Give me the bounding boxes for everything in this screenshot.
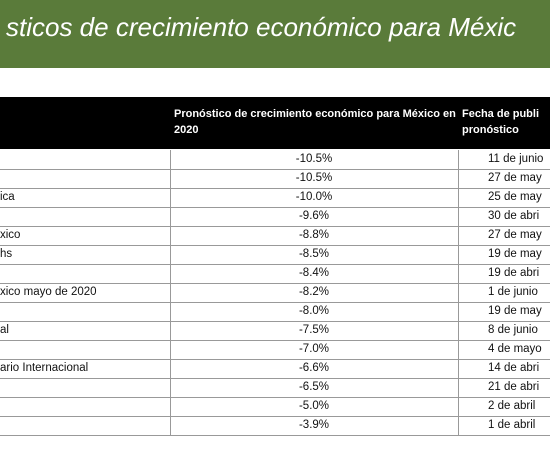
row-divider <box>0 188 550 189</box>
forecast-value: -6.6% <box>298 362 330 374</box>
row-divider <box>0 169 550 170</box>
row-divider <box>0 264 550 265</box>
row-divider <box>0 245 550 246</box>
publication-date: 30 de abri <box>488 210 540 222</box>
forecast-value: -10.0% <box>295 191 333 203</box>
publication-date: 27 de may <box>488 229 542 241</box>
publication-date: 19 de may <box>488 248 542 260</box>
column-header: pronóstico <box>462 124 519 136</box>
row-divider <box>0 283 550 284</box>
row-label: al <box>0 324 9 336</box>
row-divider <box>0 340 550 341</box>
publication-date: 1 de abril <box>488 419 536 431</box>
row-label: ario Internacional <box>0 362 89 374</box>
forecast-value: -9.6% <box>298 210 330 222</box>
row-divider <box>0 378 550 379</box>
table-header: Pronóstico de crecimiento económico para… <box>0 97 550 149</box>
publication-date: 27 de may <box>488 172 542 184</box>
publication-date: 14 de abri <box>488 362 540 374</box>
forecast-value: -8.8% <box>298 229 330 241</box>
row-divider <box>0 435 550 436</box>
forecast-value: -10.5% <box>295 153 333 165</box>
forecast-value: -8.4% <box>298 267 330 279</box>
row-label: hs <box>0 248 13 260</box>
row-divider <box>0 397 550 398</box>
row-divider <box>0 207 550 208</box>
row-divider <box>0 302 550 303</box>
publication-date: 19 de may <box>488 305 542 317</box>
column-divider <box>170 150 171 435</box>
slide-title: sticos de crecimiento económico para Méx… <box>6 12 517 42</box>
column-header: Pronóstico de crecimiento económico para… <box>174 108 456 136</box>
publication-date: 19 de abri <box>488 267 540 279</box>
forecast-value: -3.9% <box>298 419 330 431</box>
title-banner: sticos de crecimiento económico para Méx… <box>0 0 550 68</box>
forecast-value: -7.0% <box>298 343 330 355</box>
publication-date: 11 de junio <box>488 153 544 165</box>
row-divider <box>0 416 550 417</box>
publication-date: 8 de junio <box>488 324 538 336</box>
column-divider <box>458 150 459 435</box>
forecast-value: -8.5% <box>298 248 330 260</box>
forecast-value: -10.5% <box>295 172 333 184</box>
forecast-value: -6.5% <box>298 381 330 393</box>
row-label: xico mayo de 2020 <box>0 286 97 298</box>
forecast-value: -8.2% <box>298 286 330 298</box>
row-divider <box>0 226 550 227</box>
forecast-value: -8.0% <box>298 305 330 317</box>
row-label: xico <box>0 229 21 241</box>
publication-date: 4 de mayo <box>488 343 542 355</box>
publication-date: 21 de abri <box>488 381 540 393</box>
publication-date: 1 de junio <box>488 286 538 298</box>
row-label: ica <box>0 191 15 203</box>
row-divider <box>0 321 550 322</box>
forecast-value: -5.0% <box>298 400 330 412</box>
publication-date: 25 de may <box>488 191 542 203</box>
publication-date: 2 de abril <box>488 400 536 412</box>
column-header: Fecha de publi <box>462 108 540 120</box>
row-divider <box>0 359 550 360</box>
forecast-value: -7.5% <box>298 324 330 336</box>
